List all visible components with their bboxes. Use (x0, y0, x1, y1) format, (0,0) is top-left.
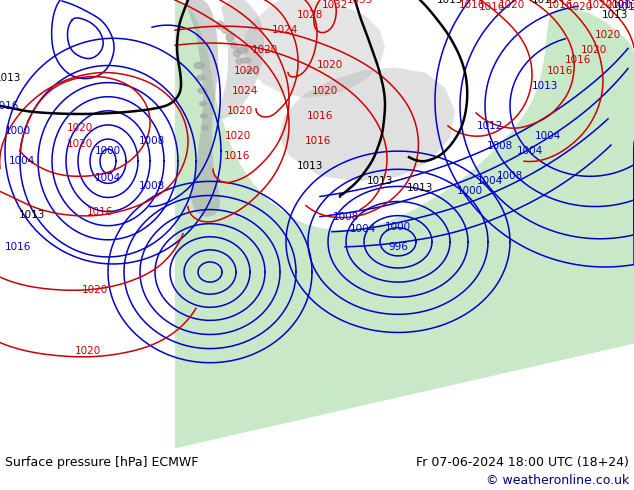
Text: 1004: 1004 (517, 146, 543, 156)
Text: 1000: 1000 (457, 186, 483, 196)
Text: 1020: 1020 (67, 139, 93, 149)
Text: 1013: 1013 (367, 176, 393, 186)
Ellipse shape (236, 48, 248, 53)
Text: 1016: 1016 (224, 151, 250, 161)
Text: 1008: 1008 (487, 141, 513, 151)
Circle shape (233, 50, 240, 57)
Text: 1016: 1016 (5, 242, 31, 252)
Text: 1020: 1020 (587, 0, 613, 10)
Polygon shape (176, 0, 220, 217)
Ellipse shape (200, 114, 207, 118)
Text: 1020: 1020 (67, 123, 93, 133)
Text: 1016: 1016 (0, 101, 19, 111)
Text: 1020: 1020 (499, 0, 525, 10)
Text: 1016: 1016 (479, 2, 505, 12)
Text: 1013: 1013 (616, 2, 634, 12)
Text: 1013: 1013 (297, 161, 323, 171)
Text: 1004: 1004 (95, 173, 121, 183)
Text: 1035: 1035 (347, 0, 373, 5)
Text: 1020: 1020 (82, 285, 108, 295)
Text: 1020: 1020 (227, 106, 253, 116)
Text: 1013: 1013 (19, 210, 45, 220)
Ellipse shape (194, 62, 204, 69)
Text: 1013: 1013 (437, 0, 463, 5)
Text: 1020: 1020 (317, 60, 343, 71)
Text: Surface pressure [hPa] ECMWF: Surface pressure [hPa] ECMWF (5, 456, 198, 469)
Circle shape (236, 58, 242, 65)
Text: 1000: 1000 (5, 126, 31, 136)
Text: 1008: 1008 (139, 181, 165, 192)
Text: 1016: 1016 (565, 55, 591, 66)
Ellipse shape (197, 75, 205, 80)
Text: 1013: 1013 (612, 0, 634, 10)
Text: 1020: 1020 (312, 86, 338, 96)
Text: 1024: 1024 (232, 86, 258, 96)
Text: 1016: 1016 (547, 66, 573, 75)
Text: 1020: 1020 (75, 345, 101, 356)
Circle shape (226, 33, 234, 41)
Polygon shape (175, 0, 634, 448)
Text: Fr 07-06-2024 18:00 UTC (18+24): Fr 07-06-2024 18:00 UTC (18+24) (416, 456, 629, 469)
Text: 1020: 1020 (234, 66, 260, 75)
Ellipse shape (202, 126, 208, 130)
Text: 1000: 1000 (385, 221, 411, 232)
Text: 1020: 1020 (252, 46, 278, 55)
Text: 1004: 1004 (477, 176, 503, 186)
Ellipse shape (245, 69, 253, 73)
Text: 1016: 1016 (305, 136, 331, 146)
Text: 1004: 1004 (350, 224, 376, 234)
Circle shape (222, 27, 228, 33)
Text: 1013: 1013 (0, 73, 21, 83)
Ellipse shape (241, 58, 251, 63)
Polygon shape (279, 68, 455, 181)
Text: 2020: 2020 (605, 0, 631, 10)
Text: 1013: 1013 (407, 183, 433, 194)
Text: 996: 996 (388, 242, 408, 252)
Text: 1028: 1028 (297, 10, 323, 20)
Text: 1032: 1032 (322, 0, 348, 10)
Text: 1013: 1013 (602, 10, 628, 20)
Ellipse shape (200, 102, 207, 106)
Text: 1020: 1020 (595, 30, 621, 40)
Text: 1004: 1004 (535, 131, 561, 141)
Text: 1016: 1016 (307, 111, 333, 121)
Text: 1020: 1020 (567, 2, 593, 12)
Polygon shape (219, 0, 264, 119)
Text: 1020: 1020 (581, 46, 607, 55)
Text: 1016: 1016 (547, 0, 573, 10)
Text: © weatheronline.co.uk: © weatheronline.co.uk (486, 473, 629, 487)
Text: 1004: 1004 (9, 156, 35, 166)
Text: 1020: 1020 (225, 131, 251, 141)
Text: 1013: 1013 (532, 0, 558, 5)
Text: 1016: 1016 (459, 0, 485, 10)
Text: 1008: 1008 (139, 136, 165, 146)
Circle shape (231, 42, 237, 49)
Polygon shape (244, 0, 385, 98)
Ellipse shape (198, 88, 206, 93)
Text: 1008: 1008 (333, 212, 359, 221)
Circle shape (216, 21, 224, 29)
Text: 1012: 1012 (477, 121, 503, 131)
Text: 1016: 1016 (87, 207, 113, 217)
Text: 1024: 1024 (272, 25, 298, 35)
Text: 1000: 1000 (95, 146, 121, 156)
Text: 1013: 1013 (532, 81, 558, 91)
Text: 1008: 1008 (497, 172, 523, 181)
